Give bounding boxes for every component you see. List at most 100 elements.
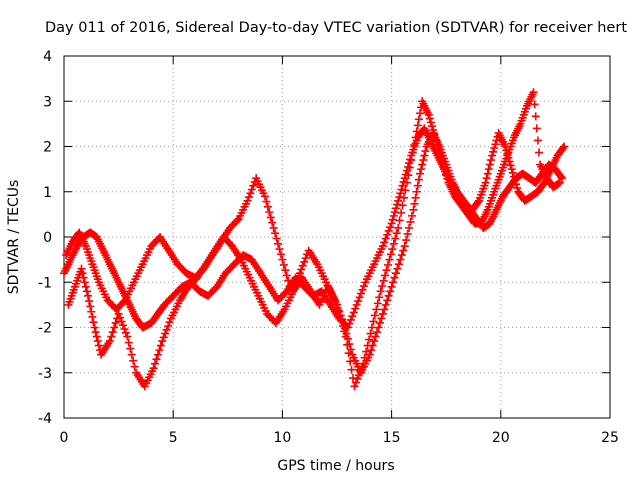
data-point [415,176,423,184]
data-point [155,346,163,354]
data-point [399,247,407,255]
data-point [396,216,404,224]
data-point [408,212,416,220]
data-point [488,152,496,160]
data-point [392,269,400,277]
y-tick-label: 0 [43,230,52,246]
data-point [89,318,97,326]
data-point [381,271,389,279]
data-point [373,328,381,336]
data-point [405,224,413,232]
data-point [129,357,137,365]
y-tick-label: 3 [43,94,52,110]
data-point [151,360,159,368]
data-point [383,296,391,304]
data-point [350,308,358,316]
data-point [94,337,102,345]
data-point [91,324,99,332]
data-point [81,278,89,286]
data-point [357,290,365,298]
data-point [119,321,127,329]
data-point [393,265,401,273]
data-point [262,198,270,206]
data-point [375,293,383,301]
data-point [152,355,160,363]
chart-title: Day 011 of 2016, Sidereal Day-to-day VTE… [45,20,627,36]
data-point [268,219,276,227]
data-point [370,337,378,345]
data-point [372,305,380,313]
data-point [93,333,101,341]
data-point [534,136,542,144]
y-tick-label: -4 [38,411,52,427]
x-tick-label: 15 [383,430,401,446]
x-tick-label: 0 [60,430,69,446]
data-point [126,345,134,353]
data-point [264,203,272,211]
data-point [299,262,307,270]
data-point [387,250,395,258]
data-point [419,156,427,164]
data-point [131,363,139,371]
data-point [389,216,397,224]
data-point [391,235,399,243]
data-point [484,170,492,178]
data-point [508,165,516,173]
data-point [267,213,275,221]
data-point [300,258,308,266]
y-tick-label: 4 [43,49,52,65]
data-point [161,330,169,338]
data-point [154,351,162,359]
data-point [353,375,361,383]
data-point [393,229,401,237]
x-tick-label: 5 [169,430,178,446]
data-point [382,235,390,243]
data-point [83,287,91,295]
y-axis-label: SDTVAR / TECUs [6,180,22,295]
data-point [249,182,257,190]
data-point [87,308,95,316]
data-point [350,382,358,390]
data-point [112,319,120,327]
data-point [368,324,376,332]
grid [64,56,610,418]
data-point [157,342,165,350]
data-point [384,261,392,269]
data-point [428,122,436,130]
data-point [415,115,423,123]
data-point [397,209,405,217]
data-point [396,256,404,264]
data-point [158,337,166,345]
data-point [383,231,391,239]
data-point [86,302,94,310]
data-point [271,229,279,237]
data-point [389,278,397,286]
data-point [367,346,375,354]
data-point [412,194,420,202]
data-point [364,342,372,350]
chart: Day 011 of 2016, Sidereal Day-to-day VTE… [0,0,640,480]
data-point [416,170,424,178]
data-point [125,339,133,347]
data-point [485,165,493,173]
data-point [128,351,136,359]
data-point [382,301,390,309]
data-point [418,161,426,169]
data-point [409,206,417,214]
data-point [85,297,93,305]
data-point [386,287,394,295]
data-point [385,292,393,300]
data-point [122,329,130,337]
data-point [380,305,388,313]
data-point [92,328,100,336]
data-point [120,325,128,333]
data-point [82,283,90,291]
data-point [535,149,543,157]
y-tick-label: -1 [38,275,52,291]
data-point [358,286,366,294]
data-point [413,188,421,196]
data-point [280,261,288,269]
data-point [369,317,377,325]
y-tick-label: 1 [43,185,52,201]
data-point [273,235,281,243]
